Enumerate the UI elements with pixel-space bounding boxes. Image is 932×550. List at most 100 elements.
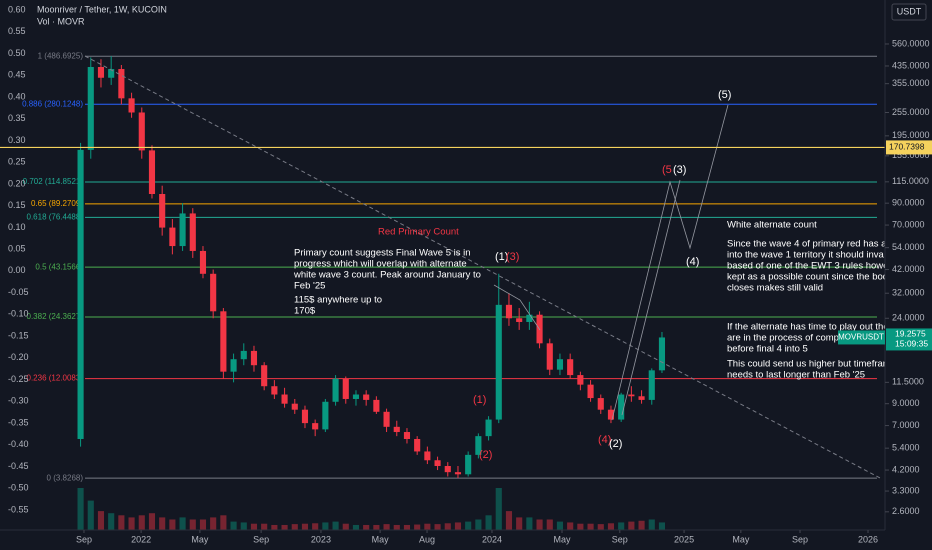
candle-body — [556, 359, 564, 370]
volume-bar — [607, 523, 615, 530]
candle-body — [332, 378, 339, 402]
y-tick-label: 42.0000 — [892, 264, 925, 274]
volume-bar — [505, 511, 513, 530]
candle-body — [179, 213, 186, 247]
volume-bar — [138, 515, 145, 530]
candle-body — [516, 318, 523, 322]
x-tick-label: 2024 — [482, 534, 502, 544]
candle-body — [424, 451, 431, 461]
annotation: 115$ anywhere up to — [294, 295, 382, 306]
y-tick-label: 435.0000 — [892, 60, 930, 70]
candle-body — [648, 370, 655, 400]
candle-body — [434, 460, 441, 467]
candle-body — [322, 401, 329, 430]
volume-bar — [169, 519, 176, 530]
x-tick-label: 2022 — [131, 534, 151, 544]
wave-path — [493, 284, 541, 331]
candle-body — [87, 66, 94, 150]
candle-body — [373, 399, 380, 412]
left-tick-label: 0.60 — [8, 4, 26, 14]
annotation: into the wave 1 territory it should inva… — [727, 250, 907, 261]
candle-body — [189, 213, 196, 251]
x-tick-label: May — [372, 534, 390, 544]
candle-body — [383, 411, 390, 427]
volume-bar — [638, 520, 645, 530]
candle-body — [342, 378, 349, 399]
annotation: Red Primary Count — [378, 227, 459, 238]
volume-bar — [424, 523, 431, 530]
volume-bar — [536, 519, 543, 530]
volume-bar — [342, 523, 349, 530]
last-symbol-box — [838, 330, 885, 345]
left-tick-label: 0.05 — [8, 244, 26, 254]
currency[interactable]: USDT — [897, 6, 922, 16]
annotation: before final 4 into 5 — [727, 344, 808, 355]
volume-bar — [97, 511, 105, 530]
y-tick-label: 5.4000 — [892, 443, 920, 453]
x-tick-label: 2025 — [674, 534, 694, 544]
trend-line — [84, 55, 881, 479]
volume-label: Vol · MOVR — [37, 16, 85, 26]
volume-bar — [322, 522, 329, 530]
left-tick-label: -0.25 — [8, 374, 29, 384]
left-tick-label: -0.10 — [8, 309, 29, 319]
left-tick-label: 0.30 — [8, 135, 26, 145]
volume-bar — [414, 524, 421, 530]
price-axis — [885, 0, 932, 550]
annotation: Since the wave 4 of primary red has a wi… — [727, 239, 908, 250]
candle-body — [618, 394, 625, 420]
volume-bar — [434, 524, 441, 530]
volume-bar — [128, 517, 135, 530]
annotation: 170$ — [294, 306, 316, 317]
fib-label: 0.236 (12.0083) — [27, 374, 84, 383]
left-tick-label: 0.45 — [8, 70, 26, 80]
y-tick-label: 7.0000 — [892, 420, 920, 430]
left-tick-label: 0.35 — [8, 113, 26, 123]
candle-body — [444, 466, 451, 473]
last-price-box — [886, 328, 932, 351]
candle-body — [577, 375, 584, 385]
x-tick-label: Sep — [76, 534, 92, 544]
left-tick-label: -0.20 — [8, 352, 29, 362]
candle-body — [597, 398, 604, 410]
y-tick-label: 70.0000 — [892, 219, 925, 229]
volume-bar — [516, 517, 523, 530]
fib-label: 0.886 (280.1248) — [22, 99, 83, 108]
volume-bar — [526, 517, 533, 530]
y-tick-label: 355.0000 — [892, 78, 930, 88]
candle-body — [108, 69, 115, 78]
wave-label: (2) — [609, 438, 622, 450]
y-tick-label: 195.0000 — [892, 130, 930, 140]
left-tick-label: 0.40 — [8, 91, 26, 101]
volume-bar — [118, 515, 125, 530]
volume-bar — [363, 524, 370, 530]
volume-bar — [373, 524, 380, 530]
annotation: closes makes still valid — [727, 283, 823, 294]
candle-body — [363, 394, 370, 400]
x-tick-label: Sep — [792, 534, 808, 544]
y-tick-label: 32.0000 — [892, 288, 925, 298]
volume-bar — [454, 522, 462, 530]
annotation: If the alternate has time to play out th… — [727, 322, 904, 333]
volume-bar — [261, 523, 268, 530]
annotation: Feb '25 — [294, 281, 325, 292]
annotation: kept as a possible count since the body — [727, 272, 893, 283]
volume-bar — [148, 513, 156, 530]
currency-button[interactable] — [891, 3, 927, 21]
left-tick-label: 0.50 — [8, 48, 26, 58]
y-tick-label: 9.0000 — [892, 398, 920, 408]
price-line-label: 170.7398 — [889, 142, 925, 152]
y-tick-label: 4.2000 — [892, 464, 920, 474]
volume-bar — [628, 521, 635, 530]
volume-bar — [291, 524, 298, 530]
candle-body — [220, 311, 227, 372]
volume-bar — [271, 524, 278, 530]
y-tick-label: 115.0000 — [892, 176, 929, 186]
candle-body — [230, 359, 237, 372]
y-tick-label: 2.6000 — [892, 506, 920, 516]
candle-body — [169, 227, 176, 247]
volume-bar — [618, 522, 625, 530]
volume-bar — [87, 500, 94, 530]
